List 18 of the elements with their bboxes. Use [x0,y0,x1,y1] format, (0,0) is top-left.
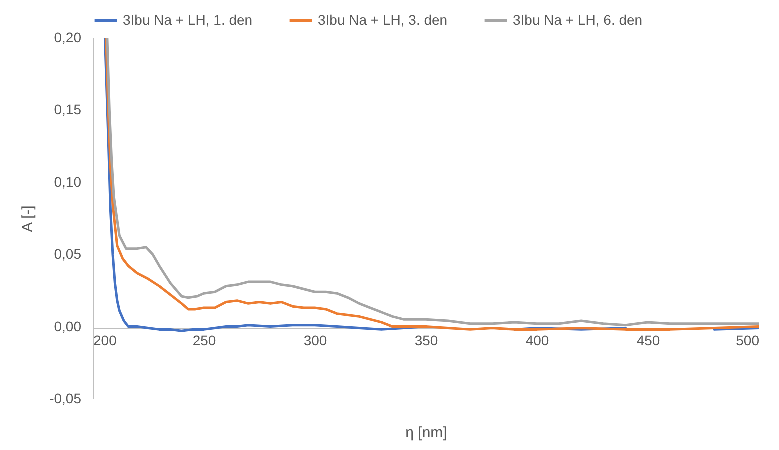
y-tick-label: -0,05 [50,390,82,406]
x-axis-title: η [nm] [406,424,448,442]
legend-label: 3Ibu Na + LH, 3. den [318,12,448,28]
y-tick-label: 0,20 [54,30,82,46]
legend-label: 3Ibu Na + LH, 6. den [513,12,643,28]
y-tick-label: 0,10 [54,174,82,190]
x-tick-label: 400 [526,332,550,349]
y-tick-label: 0,00 [54,318,82,334]
y-axis-title: A [-] [20,206,37,232]
y-tick-label: 0,15 [54,102,82,118]
x-tick-label: 200 [94,332,118,349]
x-tick-label: 500 [736,332,760,349]
x-tick-label: 450 [636,332,660,349]
y-tick-label: 0,05 [54,246,82,262]
x-tick-label: 350 [414,332,438,349]
legend-label: 3Ibu Na + LH, 1. den [123,12,253,28]
x-tick-label: 250 [192,332,216,349]
x-tick-label: 300 [304,332,328,349]
